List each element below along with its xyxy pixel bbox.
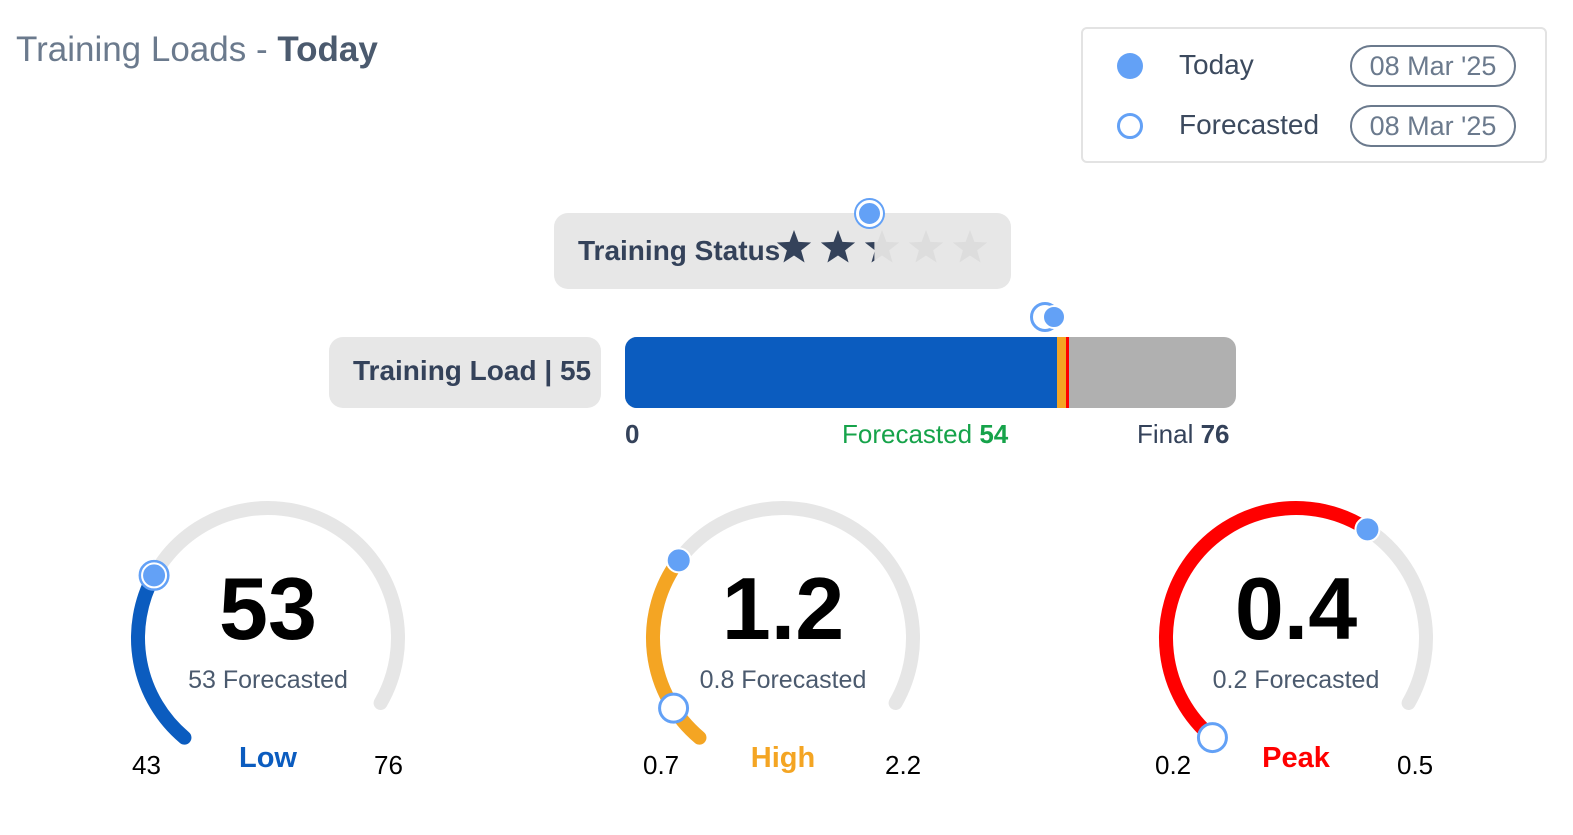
gauge-forecast-marker[interactable] (1196, 722, 1228, 754)
legend-label-today: Today (1179, 49, 1254, 80)
gauge-peak-value: 0.4 (1234, 559, 1358, 658)
gauge-low-max: 76 (374, 750, 403, 780)
training-load-forecast-value: 54 (979, 419, 1009, 449)
star-filled-icon (864, 242, 875, 263)
gauge-fill (131, 568, 192, 745)
star-filled-icon (776, 230, 812, 263)
training-status-label: Training Status (578, 235, 781, 266)
hollow-dot-icon (1117, 113, 1143, 139)
training-status-marker[interactable] (856, 200, 883, 227)
gauge-fill (1158, 501, 1375, 745)
star-rating (776, 230, 988, 263)
gauge-today-marker[interactable] (141, 562, 168, 589)
gauge-peak-arc (1158, 501, 1433, 754)
training-load-forecast: Forecasted 54 (842, 419, 1008, 450)
gauge-low: 53 53 Forecasted 43 Low 76 (98, 480, 438, 800)
gauge-high-forecast: 0.8 Forecasted (699, 666, 867, 694)
training-status-pill: Training Status (554, 213, 1011, 289)
star-empty-icon (908, 230, 944, 263)
training-load-label: Training Load | 55 (353, 355, 592, 386)
gauge-peak: 0.4 0.2 Forecasted 0.2 Peak 0.5 (1126, 480, 1466, 800)
gauge-high-min: 0.7 (643, 750, 680, 780)
training-load-bar (625, 337, 1236, 408)
gauge-low-value: 53 (219, 559, 317, 658)
legend-row-forecasted: Forecasted 08 Mar '25 (1083, 105, 1545, 147)
training-load-current-band (1057, 337, 1068, 408)
star-empty-icon (952, 230, 988, 263)
date-legend: Today 08 Mar '25 Forecasted 08 Mar '25 (1081, 27, 1547, 163)
gauge-peak-forecast: 0.2 Forecasted (1212, 666, 1380, 694)
gauge-low-arc (131, 501, 405, 745)
gauge-peak-max: 0.5 (1397, 750, 1434, 780)
training-load-min: 0 (625, 419, 640, 449)
training-load-fill (625, 337, 1058, 408)
gauge-high: 1.2 0.8 Forecasted 0.7 High 2.2 (613, 480, 953, 800)
training-load-limit-line (1066, 337, 1070, 408)
legend-label-forecasted: Forecasted (1179, 109, 1320, 140)
gauge-forecast-marker[interactable] (658, 692, 690, 724)
training-load-final-label: Final (1137, 419, 1194, 449)
gauge-today-marker[interactable] (1354, 516, 1381, 543)
training-load-final: Final 76 (1137, 419, 1230, 450)
training-load-today-marker[interactable] (1042, 305, 1066, 329)
gauge-peak-level: Peak (1262, 742, 1330, 774)
gauge-high-arc (646, 501, 920, 745)
training-load-forecast-label: Forecasted (842, 419, 973, 449)
page-title: Training Loads - Today (16, 30, 378, 70)
gauge-low-forecast: 53 Forecasted (188, 666, 348, 694)
forecasted-date-chip[interactable]: 08 Mar '25 (1350, 105, 1516, 147)
gauge-high-level: High (750, 742, 816, 774)
training-load-final-value: 76 (1200, 419, 1230, 449)
gauge-low-min: 43 (132, 750, 161, 780)
legend-row-today: Today 08 Mar '25 (1083, 45, 1545, 87)
filled-dot-icon (1117, 53, 1143, 79)
star-filled-icon (820, 230, 856, 263)
training-load-pill: Training Load | 55 (329, 337, 601, 408)
gauge-high-max: 2.2 (885, 750, 922, 780)
star-empty-icon (864, 230, 900, 263)
gauge-today-marker[interactable] (665, 547, 692, 574)
page-title-prefix: Training Loads - (16, 30, 278, 69)
today-date-chip[interactable]: 08 Mar '25 (1350, 45, 1516, 87)
gauge-low-level: Low (239, 742, 297, 774)
page-title-emphasis: Today (277, 30, 378, 69)
gauge-high-value: 1.2 (721, 559, 845, 658)
gauge-peak-min: 0.2 (1155, 750, 1192, 780)
